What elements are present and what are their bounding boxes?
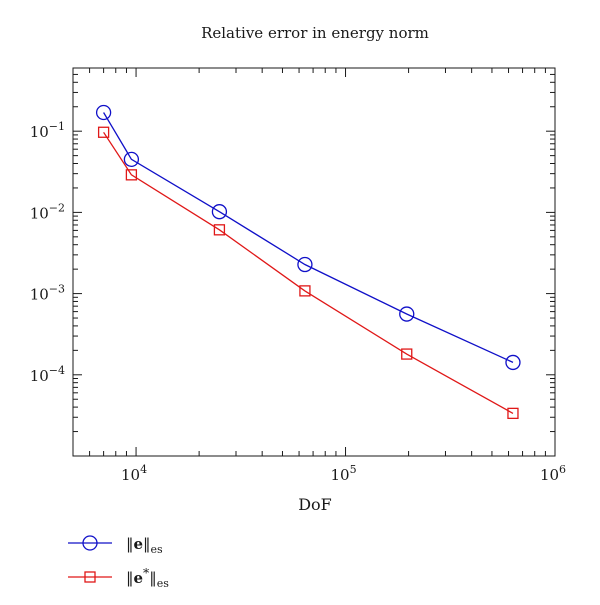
x-tick-label: 105 (330, 463, 356, 484)
y-axis: 10−1 10−2 10−3 10−4 (30, 73, 555, 457)
series-layer (95, 104, 521, 420)
data-point (299, 285, 311, 297)
legend-label: ‖e‖es (126, 534, 163, 556)
data-point (95, 104, 112, 121)
data-point (401, 348, 413, 360)
legend-label: ‖e*‖es (126, 564, 169, 590)
x-tick-label: 104 (121, 463, 147, 484)
data-point (125, 169, 138, 181)
legend: ‖e‖es ‖e*‖es (68, 526, 169, 594)
chart-title: Relative error in energy norm (201, 24, 429, 42)
data-point (213, 224, 226, 236)
legend-item: ‖e*‖es (68, 560, 169, 594)
data-point (297, 256, 313, 273)
x-tick-label: 106 (540, 463, 566, 484)
series-line (103, 131, 514, 414)
data-point (507, 407, 519, 420)
x-axis: 104 105 106 (72, 68, 566, 484)
data-point (505, 354, 521, 371)
data-point (123, 151, 140, 167)
legend-swatch-circle (68, 535, 112, 551)
series-1 (97, 126, 519, 420)
y-tick-label: 10−2 (30, 201, 65, 222)
y-tick-label: 10−4 (30, 364, 65, 385)
x-axis-label: DoF (298, 495, 332, 514)
series-0 (95, 104, 521, 371)
data-point (97, 126, 110, 138)
chart: Relative error in energy norm 104 105 106 … (30, 24, 566, 514)
legend-swatch-square (68, 571, 112, 583)
y-tick-label: 10−3 (30, 283, 65, 304)
series-line (103, 112, 514, 363)
legend-item: ‖e‖es (68, 526, 169, 560)
y-tick-label: 10−1 (30, 120, 65, 141)
plot-frame (72, 67, 556, 457)
data-point (399, 306, 415, 322)
data-point (211, 204, 228, 220)
